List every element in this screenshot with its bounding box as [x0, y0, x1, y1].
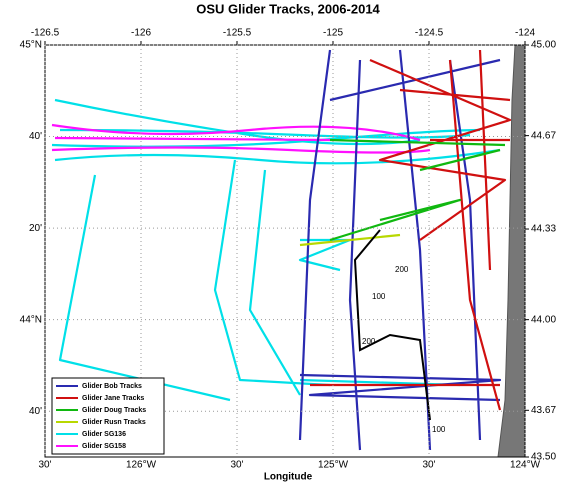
top-tick-label: -126.5 — [31, 28, 60, 39]
bottom-tick-label: 30' — [38, 460, 51, 471]
contour-label: 200 — [362, 337, 376, 346]
top-tick-label: -126 — [131, 28, 151, 39]
top-tick-label: -125 — [323, 28, 343, 39]
bottom-tick-label: 124°W — [510, 460, 541, 471]
right-tick-label: 45.00 — [531, 40, 556, 51]
bottom-tick-label: 125°W — [318, 460, 349, 471]
top-tick-label: -125.5 — [223, 28, 252, 39]
left-tick-label: 44°N — [20, 314, 42, 325]
legend-label: Glider Bob Tracks — [82, 383, 142, 390]
legend-label: Glider SG136 — [82, 431, 126, 438]
contour-label: 100 — [432, 425, 446, 434]
track — [51, 123, 431, 154]
legend-label: Glider Jane Tracks — [82, 395, 144, 402]
track — [298, 49, 502, 451]
left-tick-label: 40' — [29, 131, 42, 142]
track — [299, 233, 401, 247]
right-tick-label: 44.33 — [531, 224, 556, 235]
top-tick-label: -124 — [515, 28, 535, 39]
contour-label: 200 — [395, 265, 409, 274]
left-tick-label: 45°N — [20, 40, 42, 51]
legend-label: Glider SG158 — [82, 443, 126, 450]
right-tick-label: 44.67 — [531, 130, 556, 141]
track — [310, 49, 512, 411]
contour-label: 100 — [372, 292, 386, 301]
x-axis-label: Longitude — [264, 472, 313, 483]
right-tick-label: 43.50 — [531, 452, 556, 463]
top-tick-label: -124.5 — [415, 28, 444, 39]
track — [58, 159, 461, 402]
right-tick-label: 43.67 — [531, 405, 556, 416]
track — [329, 138, 506, 242]
isobath — [353, 229, 431, 421]
coastline — [497, 44, 526, 458]
map-title: OSU Glider Tracks, 2006-2014 — [196, 1, 380, 16]
left-tick-label: 20' — [29, 223, 42, 234]
bottom-tick-label: 126°W — [126, 460, 157, 471]
legend-box — [51, 377, 165, 455]
glider-tracks — [51, 44, 526, 458]
legend-label: Glider Doug Tracks — [82, 407, 146, 414]
bottom-tick-label: 30' — [422, 460, 435, 471]
track — [51, 98, 501, 165]
bottom-tick-label: 30' — [230, 460, 243, 471]
left-tick-label: 40' — [29, 406, 42, 417]
legend-label: Glider Rusn Tracks — [82, 419, 146, 426]
right-tick-label: 44.00 — [531, 314, 556, 325]
